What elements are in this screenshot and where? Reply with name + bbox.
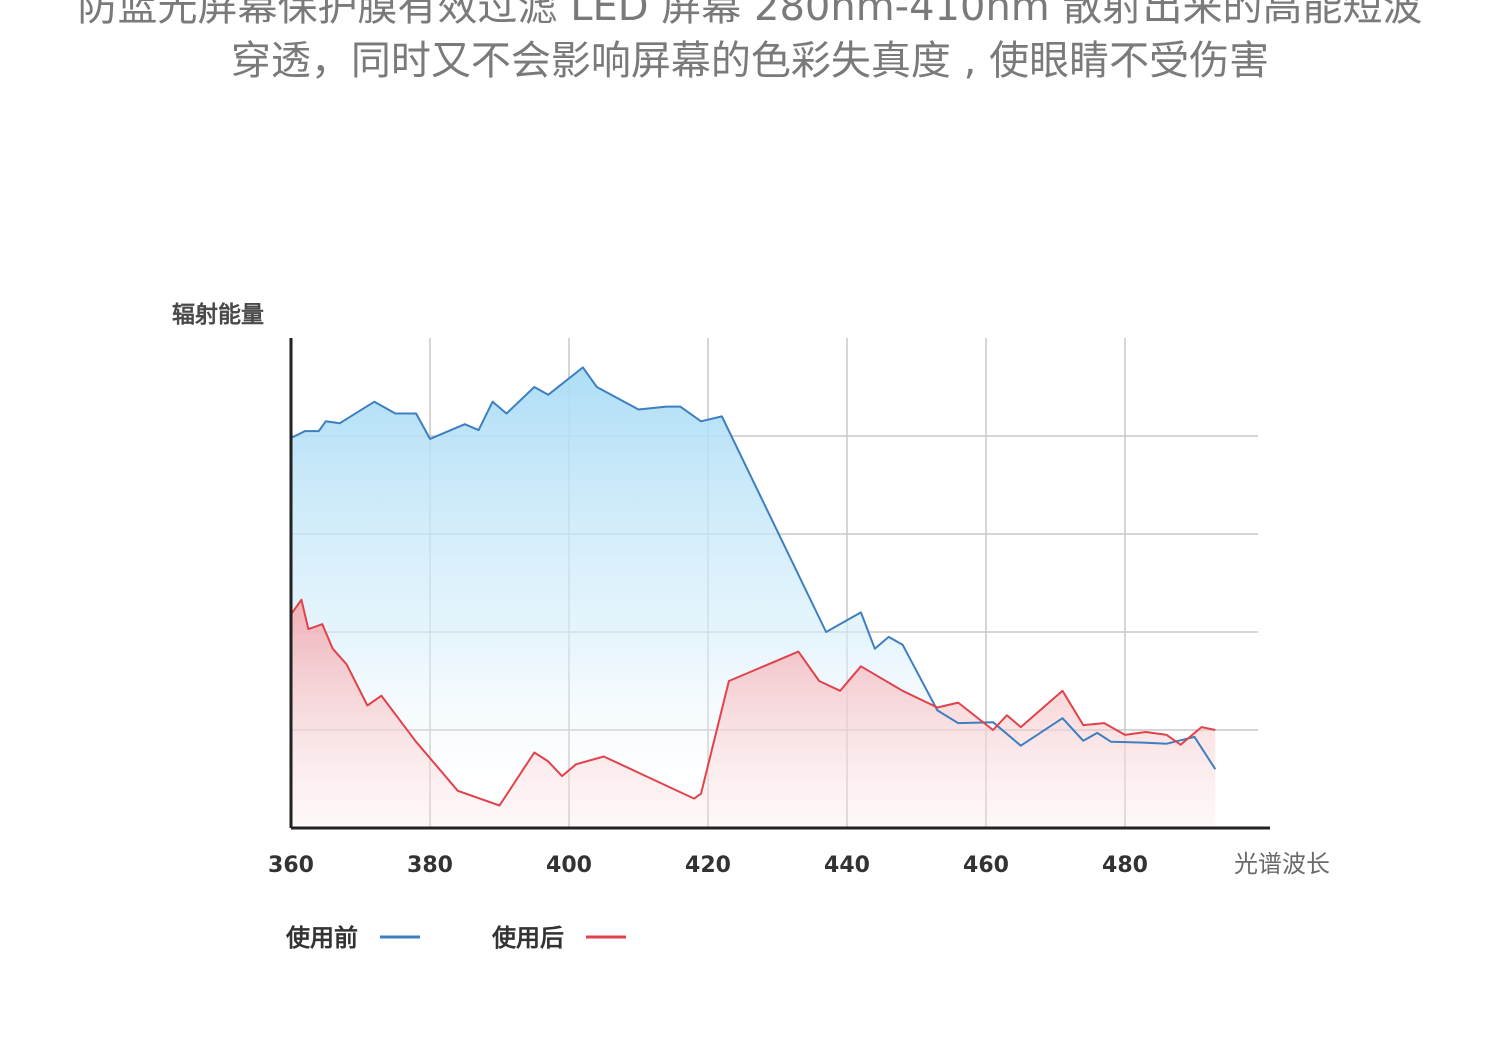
intro-line-1: 防蓝光屏幕保护膜有效过滤 LED 屏幕 280nm-410nm 散射出来的高能短… <box>77 0 1423 30</box>
series-line-before <box>290 366 1217 770</box>
axes <box>289 338 1270 830</box>
x-tick-label: 420 <box>685 853 731 878</box>
series-area-after <box>291 599 1216 828</box>
x-tick-label: 460 <box>963 853 1009 878</box>
y-axis-label: 辐射能量 <box>172 301 264 328</box>
legend-label-before: 使用前 <box>285 924 358 952</box>
x-tick-label: 360 <box>268 853 314 878</box>
x-tick-label: 400 <box>546 853 592 878</box>
legend: 使用前 使用后 <box>285 924 626 952</box>
series-area-before <box>291 367 1216 828</box>
series-areas <box>291 367 1216 828</box>
x-tick-labels: 360 380 400 420 440 460 480 <box>268 853 1148 878</box>
x-tick-label: 480 <box>1102 853 1148 878</box>
x-tick-label: 440 <box>824 853 870 878</box>
series-line-after <box>290 598 1216 807</box>
x-axis-label: 光谱波长 <box>1234 850 1330 878</box>
x-tick-label: 380 <box>407 853 453 878</box>
intro-line-2: 穿透，同时又不会影响屏幕的色彩失真度 , 使眼睛不受伤害 <box>230 38 1270 84</box>
series-lines <box>290 366 1217 807</box>
legend-label-after: 使用后 <box>491 924 564 952</box>
